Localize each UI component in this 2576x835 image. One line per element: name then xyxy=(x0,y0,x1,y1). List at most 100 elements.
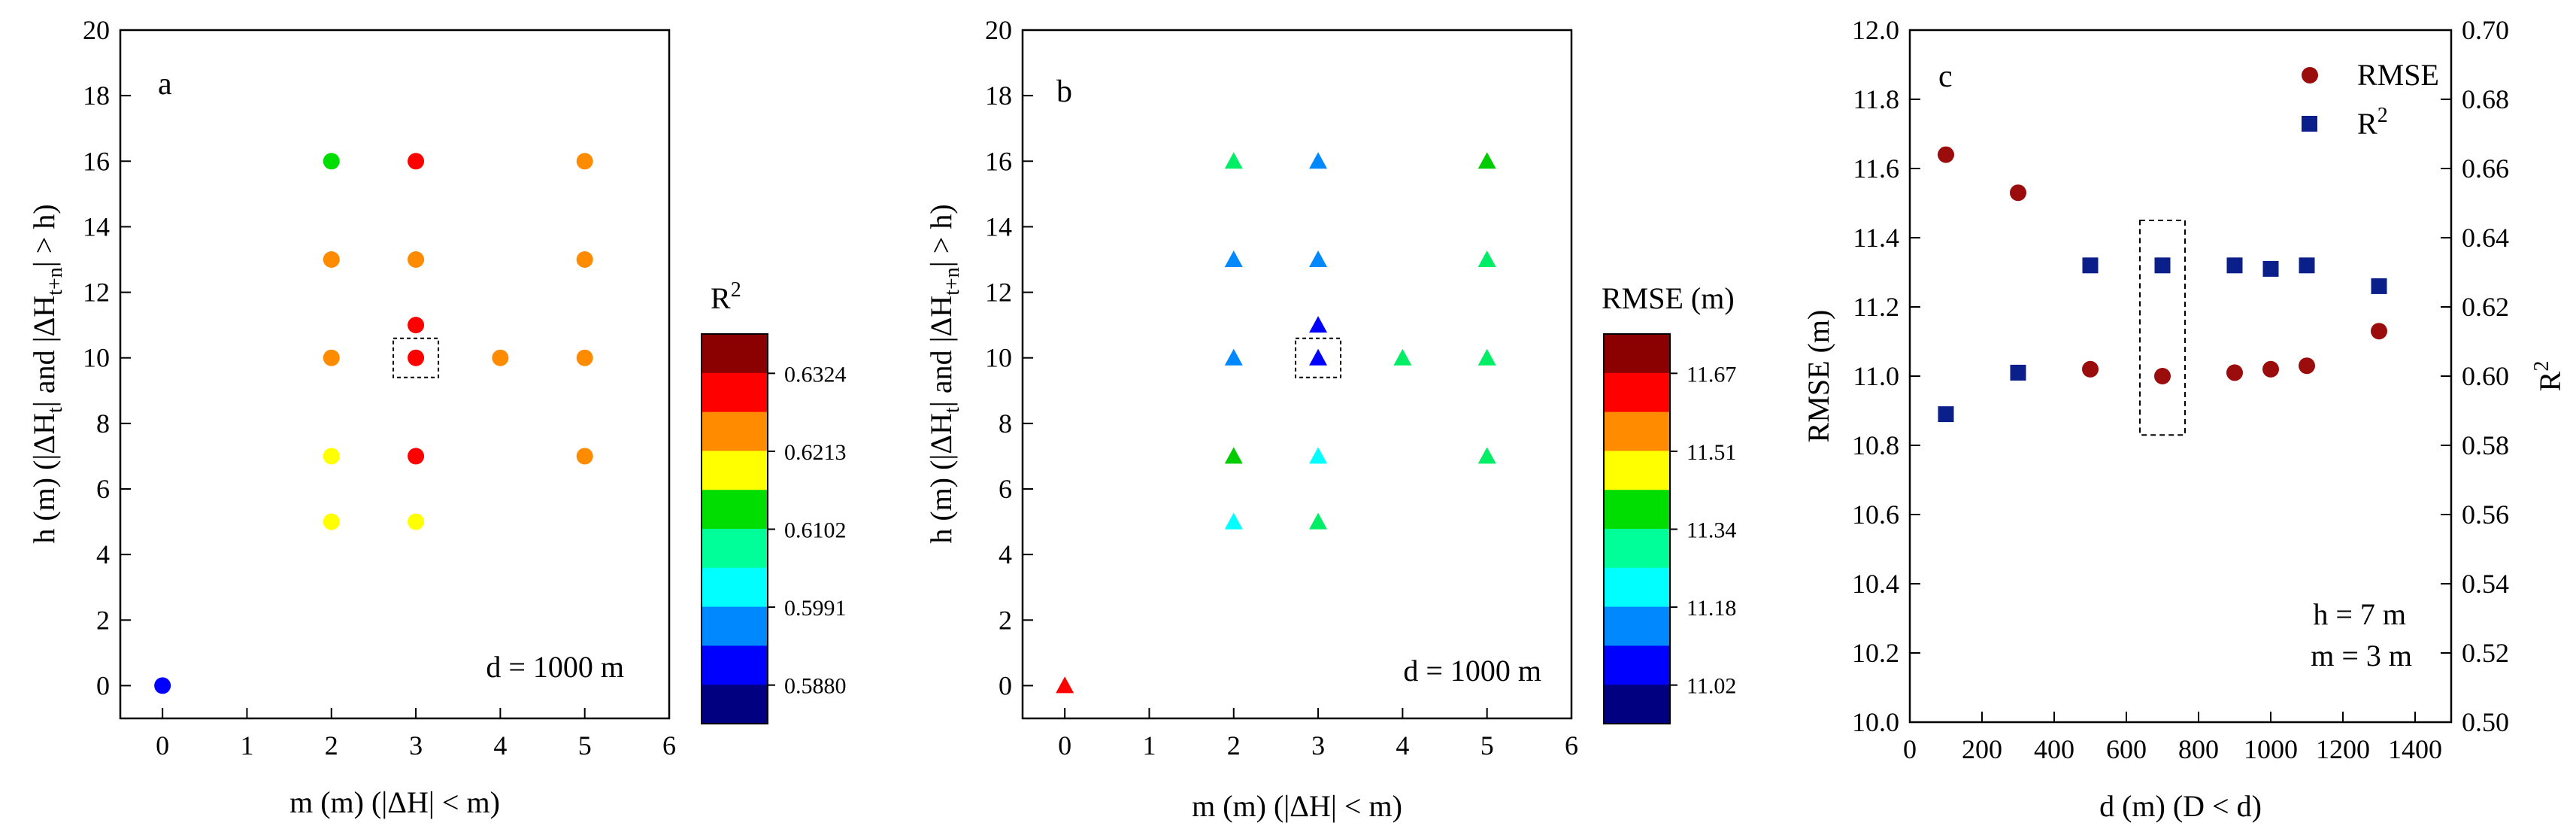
data-point xyxy=(1393,348,1412,366)
colorbar-swatch xyxy=(1604,567,1670,608)
data-point xyxy=(154,677,171,694)
colorbar-swatch xyxy=(702,490,768,530)
x-tick-label: 6 xyxy=(1565,730,1578,761)
x-tick-label: 3 xyxy=(1311,730,1325,761)
annotation-d: d = 1000 m xyxy=(1403,654,1541,688)
y-axis-label: h (m) (|ΔHt| and |ΔHt+n| > h) xyxy=(924,204,964,543)
data-point-r2 xyxy=(2226,257,2243,274)
data-point-r2 xyxy=(2154,257,2171,274)
x-axis-ticks: 0 200 400 600 800 1000 1200 1400 xyxy=(1903,712,2442,764)
y-tick-label: 14 xyxy=(985,211,1012,241)
y-tick-label: 18 xyxy=(83,80,110,111)
data-point xyxy=(408,349,425,366)
data-point xyxy=(1224,447,1243,464)
data-point xyxy=(576,251,593,268)
colorbar: R2 0.6324 0.6213 0.6102 0.5991 0.5880 xyxy=(701,278,847,724)
y-tick-label: 4 xyxy=(96,539,110,569)
x-axis-label: d (m) (D < d) xyxy=(2099,789,2262,823)
y-tick-label: 4 xyxy=(999,539,1012,569)
y-axis-ticks: 0 2 4 6 8 10 12 14 16 18 20 xyxy=(83,15,131,700)
data-point xyxy=(1309,348,1328,366)
data-points xyxy=(154,153,593,694)
plot-frame xyxy=(1021,29,1573,720)
data-point-rmse xyxy=(2371,323,2387,340)
colorbar-label: 0.5880 xyxy=(784,674,847,699)
x-tick-label: 1200 xyxy=(2316,734,2370,764)
highlight-box xyxy=(2139,220,2186,436)
colorbar-swatch xyxy=(702,411,768,451)
y-tick-label: 11.0 xyxy=(1853,361,1899,391)
colorbar-swatch xyxy=(1604,490,1670,530)
y-tick-label: 10.8 xyxy=(1852,430,1899,460)
y-tick-label-right: 0.60 xyxy=(2462,361,2509,391)
y-tick-label: 10 xyxy=(985,343,1012,373)
data-point xyxy=(1309,152,1328,169)
highlight-box xyxy=(392,337,440,378)
colorbar-swatch xyxy=(702,606,768,646)
y-tick-label: 0 xyxy=(999,670,1012,700)
annotation-m: m = 3 m xyxy=(2311,639,2412,673)
data-point-rmse xyxy=(2010,184,2026,202)
plot-frame xyxy=(119,29,671,720)
data-point xyxy=(1224,512,1243,530)
y-tick-label-right: 0.50 xyxy=(2462,707,2509,737)
y-tick-label: 10.4 xyxy=(1852,569,1899,599)
data-point xyxy=(1309,316,1328,333)
colorbar-swatch xyxy=(1604,334,1670,374)
data-point-r2 xyxy=(2262,260,2279,277)
panel-c: 0 200 400 600 800 1000 1200 1400 10.010.210.410… xyxy=(1802,15,2567,823)
x-axis-label: m (m) (|ΔH| < m) xyxy=(289,785,500,819)
colorbar-label: 0.6324 xyxy=(784,362,847,387)
x-axis-label: m (m) (|ΔH| < m) xyxy=(1192,789,1402,823)
colorbar-swatches xyxy=(702,334,768,724)
y-tick-label: 6 xyxy=(96,474,110,504)
y-axis-ticks: 0 2 4 6 8 10 12 14 16 18 20 xyxy=(985,15,1033,700)
legend-marker-rmse xyxy=(2302,67,2318,84)
colorbar-swatch xyxy=(1604,606,1670,646)
y-tick-label: 20 xyxy=(985,15,1012,45)
legend: RMSE R2 xyxy=(2302,58,2439,141)
y-tick-label: 11.6 xyxy=(1853,153,1899,184)
y-tick-label: 16 xyxy=(985,146,1012,176)
y-tick-label: 11.8 xyxy=(1853,84,1899,114)
data-point xyxy=(1224,348,1243,366)
y-tick-label-right: 0.68 xyxy=(2462,84,2509,114)
data-point xyxy=(408,251,425,268)
y-tick-label: 11.2 xyxy=(1853,292,1899,322)
data-point xyxy=(492,349,509,366)
y-tick-label-right: 0.62 xyxy=(2462,292,2509,322)
legend-label-rmse: RMSE xyxy=(2357,58,2439,92)
x-tick-label: 4 xyxy=(493,730,507,761)
panel-label: a xyxy=(158,67,172,102)
data-point-rmse xyxy=(2262,360,2279,378)
x-tick-label: 2 xyxy=(325,730,338,761)
data-point xyxy=(576,448,593,465)
colorbar-label: 11.18 xyxy=(1687,596,1736,621)
x-tick-label: 0 xyxy=(156,730,169,761)
data-point xyxy=(1056,676,1074,694)
y-tick-label: 2 xyxy=(999,605,1012,635)
y-tick-label: 11.4 xyxy=(1853,223,1899,253)
data-point xyxy=(1309,447,1328,464)
y-tick-label: 10.0 xyxy=(1852,707,1899,737)
y-tick-label: 10.6 xyxy=(1852,499,1899,530)
x-tick-label: 0 xyxy=(1058,730,1071,761)
data-point-rmse xyxy=(2299,357,2315,375)
y-tick-label: 8 xyxy=(999,408,1012,439)
panel-label: b xyxy=(1056,74,1072,109)
data-point xyxy=(1477,348,1496,366)
colorbar-swatch xyxy=(702,645,768,685)
x-tick-label: 800 xyxy=(2178,734,2219,764)
x-tick-label: 400 xyxy=(2034,734,2074,764)
x-tick-label: 1 xyxy=(240,730,253,761)
y-tick-label: 12 xyxy=(83,278,110,308)
y-tick-label: 20 xyxy=(83,15,110,45)
data-point xyxy=(323,513,340,530)
y-tick-label-right: 0.54 xyxy=(2462,569,2509,599)
legend-marker-r2 xyxy=(2302,116,2317,132)
y-tick-label-right: 0.64 xyxy=(2462,223,2509,253)
colorbar-swatch xyxy=(702,685,768,724)
colorbar-swatch xyxy=(702,334,768,374)
